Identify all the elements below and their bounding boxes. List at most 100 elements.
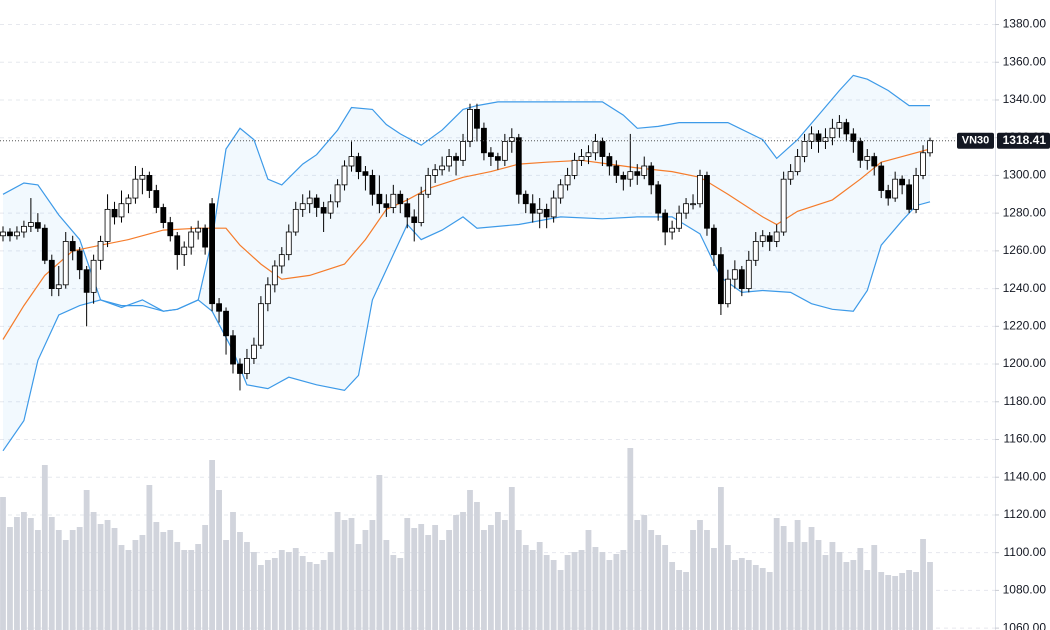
candle-body bbox=[836, 122, 843, 129]
volume-bar bbox=[731, 560, 738, 630]
volume-bar bbox=[453, 515, 459, 630]
candle-body bbox=[634, 171, 641, 176]
candle-body bbox=[571, 159, 578, 176]
candles-layer bbox=[0, 103, 933, 391]
candle-body bbox=[585, 152, 592, 157]
volume-bar bbox=[585, 530, 592, 630]
volume-bar bbox=[843, 562, 850, 630]
volume-bar bbox=[111, 528, 118, 630]
candle-body bbox=[655, 184, 662, 214]
volume-bar bbox=[683, 572, 689, 630]
volume-bar bbox=[188, 550, 195, 630]
volume-bar bbox=[690, 530, 696, 630]
volume-bar bbox=[857, 548, 864, 630]
y-tick-label: 1100.00 bbox=[1004, 545, 1047, 559]
y-tick-label: 1200.00 bbox=[1003, 356, 1047, 370]
volume-bar bbox=[90, 512, 97, 630]
candle-body bbox=[620, 175, 627, 180]
volume-bar bbox=[223, 540, 229, 630]
candle-body bbox=[90, 259, 97, 293]
candle-body bbox=[578, 156, 585, 161]
candle-body bbox=[195, 227, 202, 233]
volume-bar bbox=[432, 525, 439, 630]
candle-body bbox=[501, 141, 508, 161]
candle-body bbox=[592, 141, 599, 154]
candle-body bbox=[139, 175, 146, 180]
volume-bar bbox=[648, 530, 655, 630]
candle-body bbox=[446, 156, 452, 167]
volume-bar bbox=[355, 544, 362, 630]
candle-body bbox=[411, 216, 418, 223]
volume-bar bbox=[871, 545, 878, 630]
volume-bar bbox=[334, 512, 341, 630]
volume-bar bbox=[285, 552, 292, 630]
volume-bar bbox=[383, 540, 390, 630]
volume-bar bbox=[522, 545, 529, 630]
candle-body bbox=[522, 193, 529, 205]
candle-body bbox=[76, 250, 83, 271]
volume-bar bbox=[892, 576, 899, 630]
candle-body bbox=[0, 231, 6, 237]
price-axis: 1060.00 1080.00 1100.00 1120.00 1140.00 1160.… bbox=[0, 17, 1050, 630]
volume-bar bbox=[292, 548, 299, 630]
candle-body bbox=[285, 231, 292, 256]
y-tick-label: 1160.00 bbox=[1004, 432, 1047, 446]
volume-bar bbox=[7, 527, 13, 630]
volume-bar bbox=[536, 542, 543, 630]
volume-bar bbox=[313, 564, 320, 630]
candle-body bbox=[801, 141, 808, 157]
volume-bar bbox=[202, 525, 209, 630]
volume-bar bbox=[132, 540, 139, 630]
candle-body bbox=[41, 227, 48, 261]
candle-body bbox=[543, 208, 550, 218]
candle-body bbox=[209, 203, 216, 305]
candle-body bbox=[48, 259, 55, 289]
candle-body bbox=[167, 222, 174, 237]
volume-bar bbox=[376, 475, 383, 630]
volume-bar bbox=[745, 560, 752, 630]
candle-body bbox=[418, 193, 425, 223]
candle-body bbox=[188, 231, 195, 248]
candle-body bbox=[752, 241, 759, 261]
candle-body bbox=[899, 178, 906, 186]
candle-body bbox=[21, 225, 27, 233]
symbol-box bbox=[957, 132, 994, 149]
volume-bar bbox=[501, 520, 508, 630]
volume-bar bbox=[801, 542, 808, 630]
volume-bar bbox=[209, 460, 215, 630]
candle-body bbox=[766, 235, 773, 242]
volume-bar bbox=[836, 552, 843, 630]
candle-body bbox=[14, 231, 20, 237]
volume-bar bbox=[348, 518, 355, 630]
volume-bar bbox=[341, 520, 348, 630]
volume-bar bbox=[195, 544, 202, 630]
volume-bar bbox=[83, 490, 90, 630]
volume-bar bbox=[327, 552, 334, 630]
volume-bar bbox=[76, 527, 83, 630]
y-tick-label: 1060.00 bbox=[1003, 620, 1047, 630]
candle-body bbox=[711, 227, 717, 256]
volume-bar bbox=[446, 530, 452, 630]
volume-bar bbox=[794, 520, 801, 630]
candle-body bbox=[892, 178, 899, 199]
candle-body bbox=[808, 133, 815, 142]
candle-body bbox=[759, 235, 766, 242]
candle-body bbox=[843, 122, 850, 135]
candle-body bbox=[425, 175, 432, 195]
candle-body bbox=[697, 175, 703, 205]
band-fill bbox=[3, 75, 931, 451]
volume-bar bbox=[738, 558, 745, 630]
volume-bar bbox=[850, 560, 857, 630]
candle-body bbox=[278, 254, 285, 267]
volume-bar bbox=[230, 512, 236, 630]
candle-body bbox=[467, 109, 473, 142]
candle-body bbox=[251, 344, 257, 359]
candle-body bbox=[83, 269, 90, 293]
candle-body bbox=[355, 156, 362, 173]
volume-bar bbox=[808, 527, 815, 630]
y-tick-label: 1180.00 bbox=[1004, 394, 1047, 408]
volume-bar bbox=[34, 530, 41, 630]
volume-bar bbox=[244, 542, 250, 630]
volume-bar bbox=[460, 512, 466, 630]
volume-bar bbox=[564, 555, 571, 630]
